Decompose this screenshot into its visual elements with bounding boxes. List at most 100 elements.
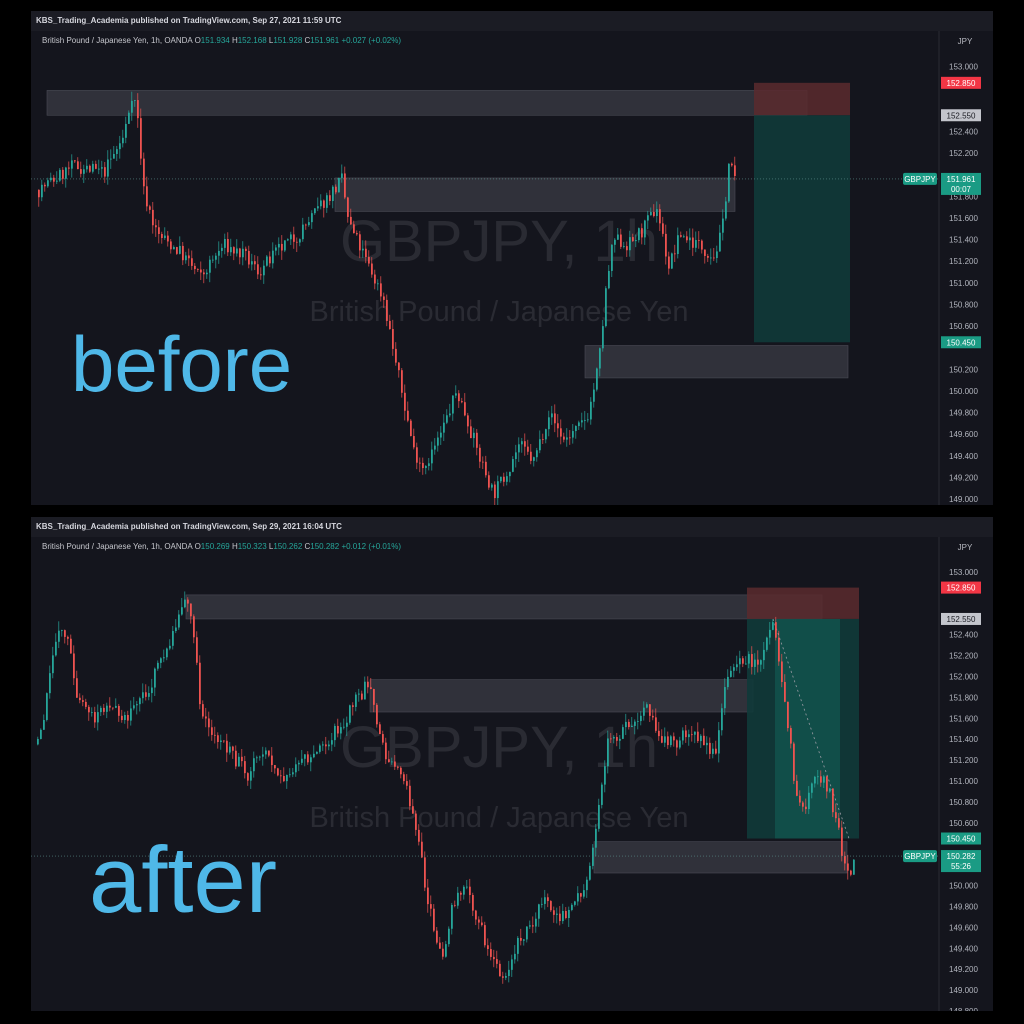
countdown-label: 00:07 bbox=[951, 185, 972, 194]
candle-body bbox=[451, 904, 453, 929]
candle-body bbox=[541, 903, 543, 905]
candle-body bbox=[766, 637, 768, 650]
candle-body bbox=[146, 186, 148, 207]
take-profit-badge-label: 150.450 bbox=[947, 338, 976, 347]
candle-body bbox=[713, 257, 715, 259]
candle-body bbox=[371, 263, 373, 275]
candle-body bbox=[446, 415, 448, 423]
candle-body bbox=[727, 676, 729, 688]
candle-body bbox=[448, 928, 450, 945]
candle-body bbox=[412, 806, 414, 814]
candle-body bbox=[676, 740, 678, 748]
candle-body bbox=[389, 320, 391, 330]
candle-body bbox=[286, 774, 288, 782]
candle-body bbox=[67, 636, 69, 639]
candle-body bbox=[515, 452, 517, 460]
candle-body bbox=[400, 767, 402, 775]
candle-body bbox=[631, 725, 633, 728]
candle-body bbox=[494, 484, 496, 499]
candle-body bbox=[688, 734, 690, 738]
candle-body bbox=[80, 169, 82, 174]
y-tick-label: 152.400 bbox=[949, 127, 978, 136]
candle-body bbox=[436, 930, 438, 943]
candle-body bbox=[535, 918, 537, 927]
candle-body bbox=[554, 413, 556, 424]
candle-body bbox=[367, 681, 369, 688]
candle-body bbox=[467, 415, 469, 427]
candle-body bbox=[611, 244, 613, 271]
candle-body bbox=[251, 261, 253, 265]
candle-body bbox=[620, 234, 622, 247]
candle-body bbox=[769, 629, 771, 638]
take-profit-badge-label: 150.450 bbox=[947, 835, 976, 844]
y-tick-label: 152.200 bbox=[949, 652, 978, 661]
candle-body bbox=[802, 802, 804, 807]
candle-body bbox=[158, 227, 160, 234]
candle-body bbox=[50, 177, 52, 181]
candle-body bbox=[455, 393, 457, 396]
candle-body bbox=[418, 829, 420, 842]
candle-body bbox=[557, 423, 559, 429]
candle-body bbox=[542, 439, 544, 441]
candle-body bbox=[296, 241, 298, 243]
candle-body bbox=[401, 370, 403, 393]
candle-body bbox=[491, 484, 493, 488]
candle-body bbox=[43, 719, 45, 730]
candle-body bbox=[532, 925, 534, 927]
candle-body bbox=[722, 218, 724, 233]
candle-body bbox=[116, 149, 118, 154]
candle-body bbox=[53, 177, 55, 182]
symbol-description: British Pound / Japanese Yen, 1h, OANDA bbox=[42, 36, 193, 45]
candle-body bbox=[152, 209, 154, 226]
symbol-description: British Pound / Japanese Yen, 1h, OANDA bbox=[42, 542, 193, 551]
candle-body bbox=[493, 956, 495, 960]
candle-body bbox=[587, 419, 589, 421]
candle-body bbox=[301, 758, 303, 763]
candle-body bbox=[73, 653, 75, 679]
y-tick-label: 151.000 bbox=[949, 777, 978, 786]
candle-body bbox=[283, 776, 285, 782]
candle-body bbox=[92, 163, 94, 172]
candle-body bbox=[89, 165, 91, 172]
candle-body bbox=[595, 828, 597, 848]
candle-body bbox=[509, 471, 511, 477]
candle-body bbox=[632, 237, 634, 242]
candle-body bbox=[742, 658, 744, 664]
candle-body bbox=[487, 945, 489, 950]
candle-body bbox=[91, 712, 93, 713]
candle-body bbox=[85, 701, 87, 707]
candle-body bbox=[473, 432, 475, 439]
candle-body bbox=[185, 255, 187, 261]
candle-body bbox=[379, 724, 381, 735]
y-tick-label: 149.000 bbox=[949, 986, 978, 995]
candle-body bbox=[242, 248, 244, 258]
candle-body bbox=[392, 329, 394, 349]
candle-body bbox=[508, 969, 510, 977]
y-tick-label: 152.400 bbox=[949, 631, 978, 640]
change-value: +0.012 (+0.01%) bbox=[341, 542, 402, 551]
candle-body bbox=[431, 449, 433, 464]
candle-body bbox=[370, 687, 372, 689]
candle-body bbox=[829, 788, 831, 792]
candle-body bbox=[205, 716, 207, 719]
y-tick-label: 151.000 bbox=[949, 279, 978, 288]
candle-body bbox=[187, 599, 189, 604]
price-chart[interactable]: GBPJPY, 1h British Pound / Japanese Yen JP… bbox=[31, 11, 993, 505]
candle-body bbox=[311, 213, 313, 223]
candle-body bbox=[100, 707, 102, 713]
candle-body bbox=[656, 209, 658, 217]
candle-body bbox=[757, 659, 759, 665]
price-chart[interactable]: GBPJPY, 1h British Pound / Japanese Yen JP… bbox=[31, 517, 993, 1011]
candle-body bbox=[568, 909, 570, 919]
candle-body bbox=[101, 167, 103, 169]
candle-body bbox=[454, 904, 456, 906]
candle-body bbox=[272, 250, 274, 264]
candle-body bbox=[178, 614, 180, 628]
candle-body bbox=[308, 222, 310, 226]
candle-body bbox=[524, 441, 526, 447]
watermark-subtitle: British Pound / Japanese Yen bbox=[310, 802, 689, 834]
candle-body bbox=[122, 137, 124, 144]
candle-body bbox=[521, 441, 523, 445]
candle-body bbox=[212, 259, 214, 261]
candle-body bbox=[580, 893, 582, 897]
